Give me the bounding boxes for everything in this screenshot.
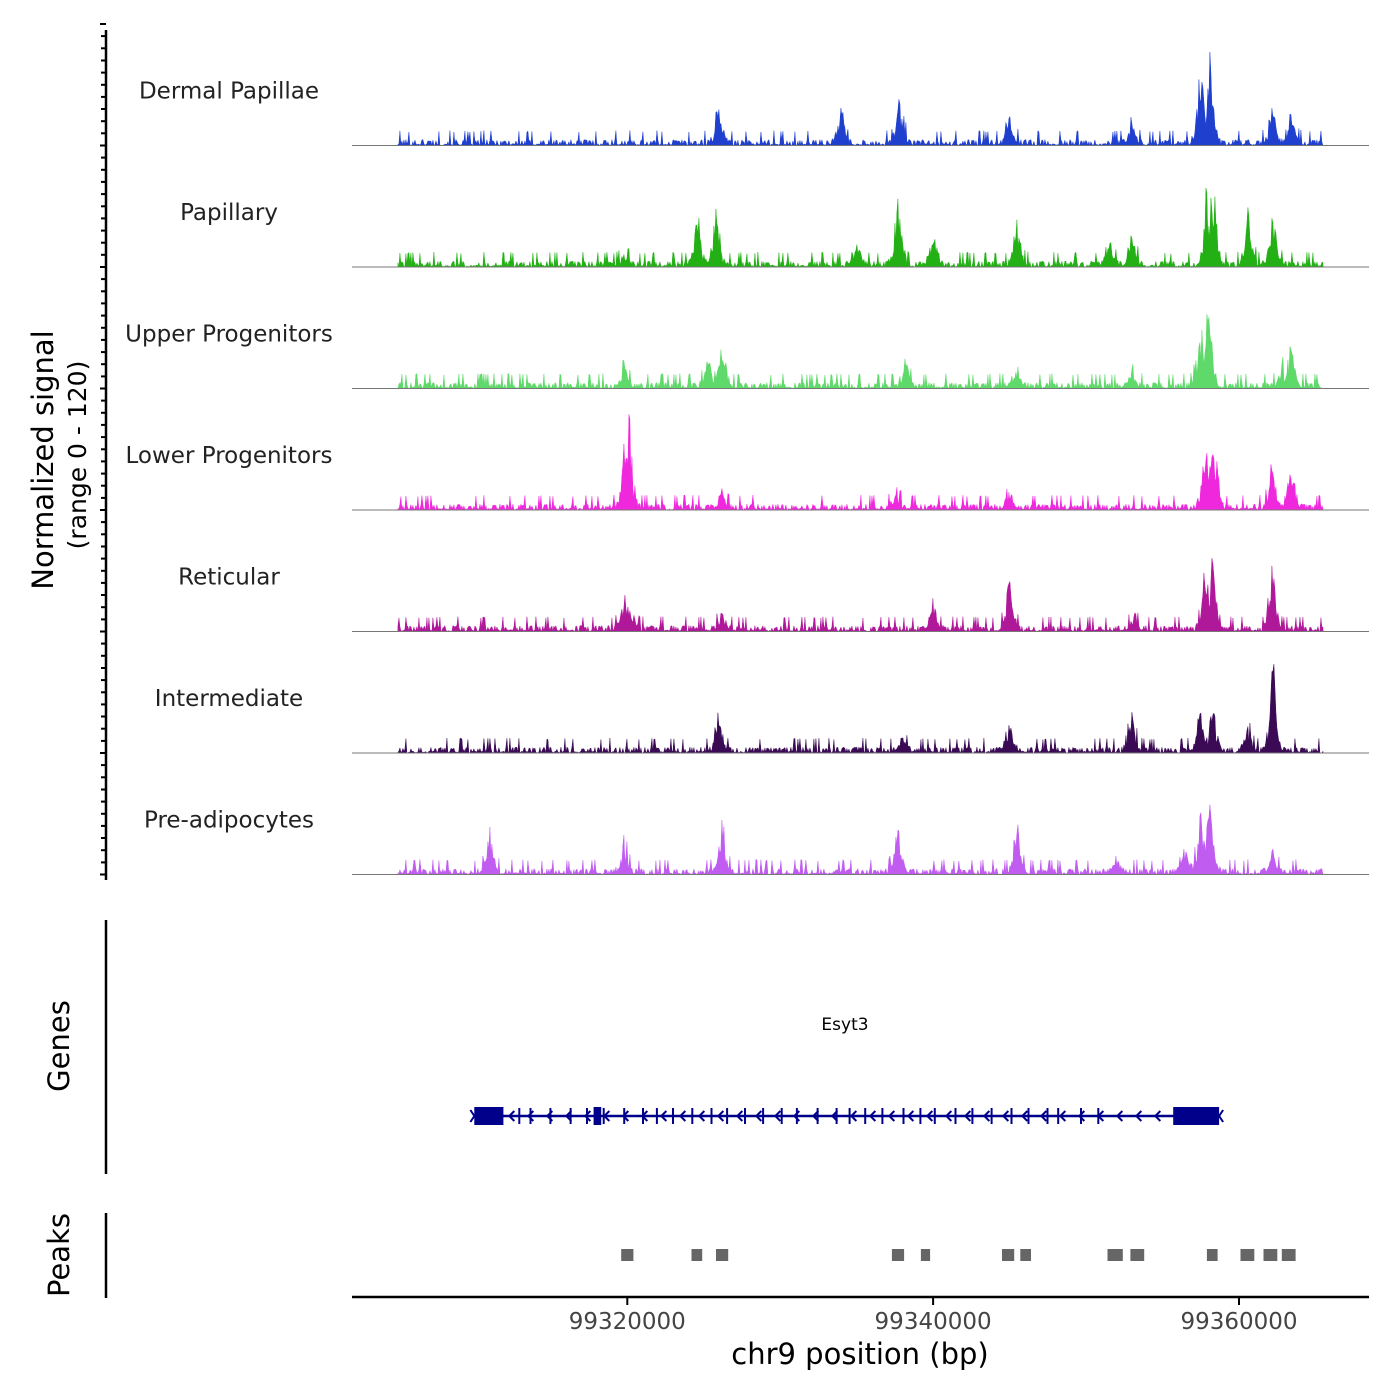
strand-arrow — [868, 1110, 877, 1122]
peak-region — [1107, 1249, 1123, 1261]
peak-region — [1020, 1249, 1031, 1261]
signal-area — [397, 314, 1324, 390]
strand-arrow — [1077, 1110, 1086, 1122]
strand-arrow — [754, 1110, 763, 1122]
peak-regions — [621, 1249, 1296, 1261]
track-label: Intermediate — [155, 686, 303, 712]
signal-area — [397, 664, 1324, 754]
peak-region — [1263, 1249, 1278, 1261]
strand-arrow — [982, 1110, 991, 1122]
genes-panel-label: Genes — [42, 1000, 76, 1092]
peak-region — [621, 1249, 634, 1261]
x-axis-label: chr9 position (bp) — [731, 1337, 988, 1371]
strand-arrow — [526, 1110, 535, 1122]
strand-arrow — [583, 1110, 592, 1122]
x-tick-label: 99320000 — [569, 1309, 686, 1335]
strand-arrow — [697, 1110, 706, 1122]
track-1: Papillary — [180, 187, 1369, 268]
peak-region — [1206, 1249, 1218, 1261]
strand-arrow — [507, 1110, 516, 1122]
strand-arrow — [849, 1110, 858, 1122]
peak-region — [691, 1249, 703, 1261]
track-label: Pre-adipocytes — [144, 808, 314, 834]
exon-block — [593, 1107, 602, 1125]
signal-area — [397, 187, 1324, 268]
track-label: Dermal Papillae — [139, 79, 319, 105]
peak-region — [920, 1249, 931, 1261]
strand-arrow — [1115, 1110, 1124, 1122]
peak-region — [1240, 1249, 1255, 1261]
strand-arrow — [906, 1110, 915, 1122]
x-tick-label: 99360000 — [1180, 1309, 1297, 1335]
signal-area — [397, 414, 1324, 511]
track-label: Upper Progenitors — [125, 322, 333, 348]
peak-region — [716, 1249, 729, 1261]
strand-arrow — [678, 1110, 687, 1122]
peak-region — [891, 1249, 905, 1261]
peaks-panel-label: Peaks — [42, 1213, 76, 1297]
exon-block — [474, 1107, 504, 1125]
track-4: Reticular — [178, 558, 1369, 633]
track-label: Papillary — [180, 200, 278, 226]
strand-arrow — [659, 1110, 668, 1122]
track-label: Reticular — [178, 565, 280, 591]
signal-area — [397, 52, 1324, 147]
track-label: Lower Progenitors — [126, 443, 333, 469]
peak-region — [1281, 1249, 1296, 1261]
y-axis-range-label: (range 0 - 120) — [63, 361, 92, 550]
gene-start-cap — [469, 1109, 476, 1123]
peak-region — [1130, 1249, 1145, 1261]
strand-arrow — [716, 1110, 725, 1122]
x-tick-label: 99340000 — [875, 1309, 992, 1335]
signal-area — [397, 558, 1324, 633]
peak-region — [1002, 1249, 1015, 1261]
gene-model — [469, 1107, 1224, 1125]
signal-area — [397, 804, 1324, 876]
track-3: Lower Progenitors — [126, 414, 1369, 511]
exon-block — [1173, 1107, 1220, 1125]
strand-arrow — [773, 1110, 782, 1122]
strand-arrow — [1134, 1110, 1143, 1122]
strand-arrow — [963, 1110, 972, 1122]
gene-end-cap — [1217, 1109, 1224, 1123]
strand-arrow — [1001, 1110, 1010, 1122]
strand-arrow — [1058, 1110, 1067, 1122]
track-2: Upper Progenitors — [125, 314, 1369, 390]
strand-arrow — [735, 1110, 744, 1122]
strand-arrow — [925, 1110, 934, 1122]
gene-name-label: Esyt3 — [821, 1015, 868, 1035]
track-5: Intermediate — [155, 664, 1369, 754]
strand-arrow — [944, 1110, 953, 1122]
x-axis-ticks: 99320000 99340000 99360000 — [569, 1297, 1298, 1335]
strand-arrow — [1153, 1110, 1162, 1122]
strand-arrow — [1039, 1110, 1048, 1122]
strand-arrow — [887, 1110, 896, 1122]
track-0: Dermal Papillae — [139, 52, 1369, 147]
strand-arrow — [1020, 1110, 1029, 1122]
track-6: Pre-adipocytes — [144, 804, 1369, 876]
y-axis-label: Normalized signal — [26, 330, 60, 589]
coverage-tracks: Dermal Papillae Papillary Upper Progenitor… — [125, 52, 1369, 876]
